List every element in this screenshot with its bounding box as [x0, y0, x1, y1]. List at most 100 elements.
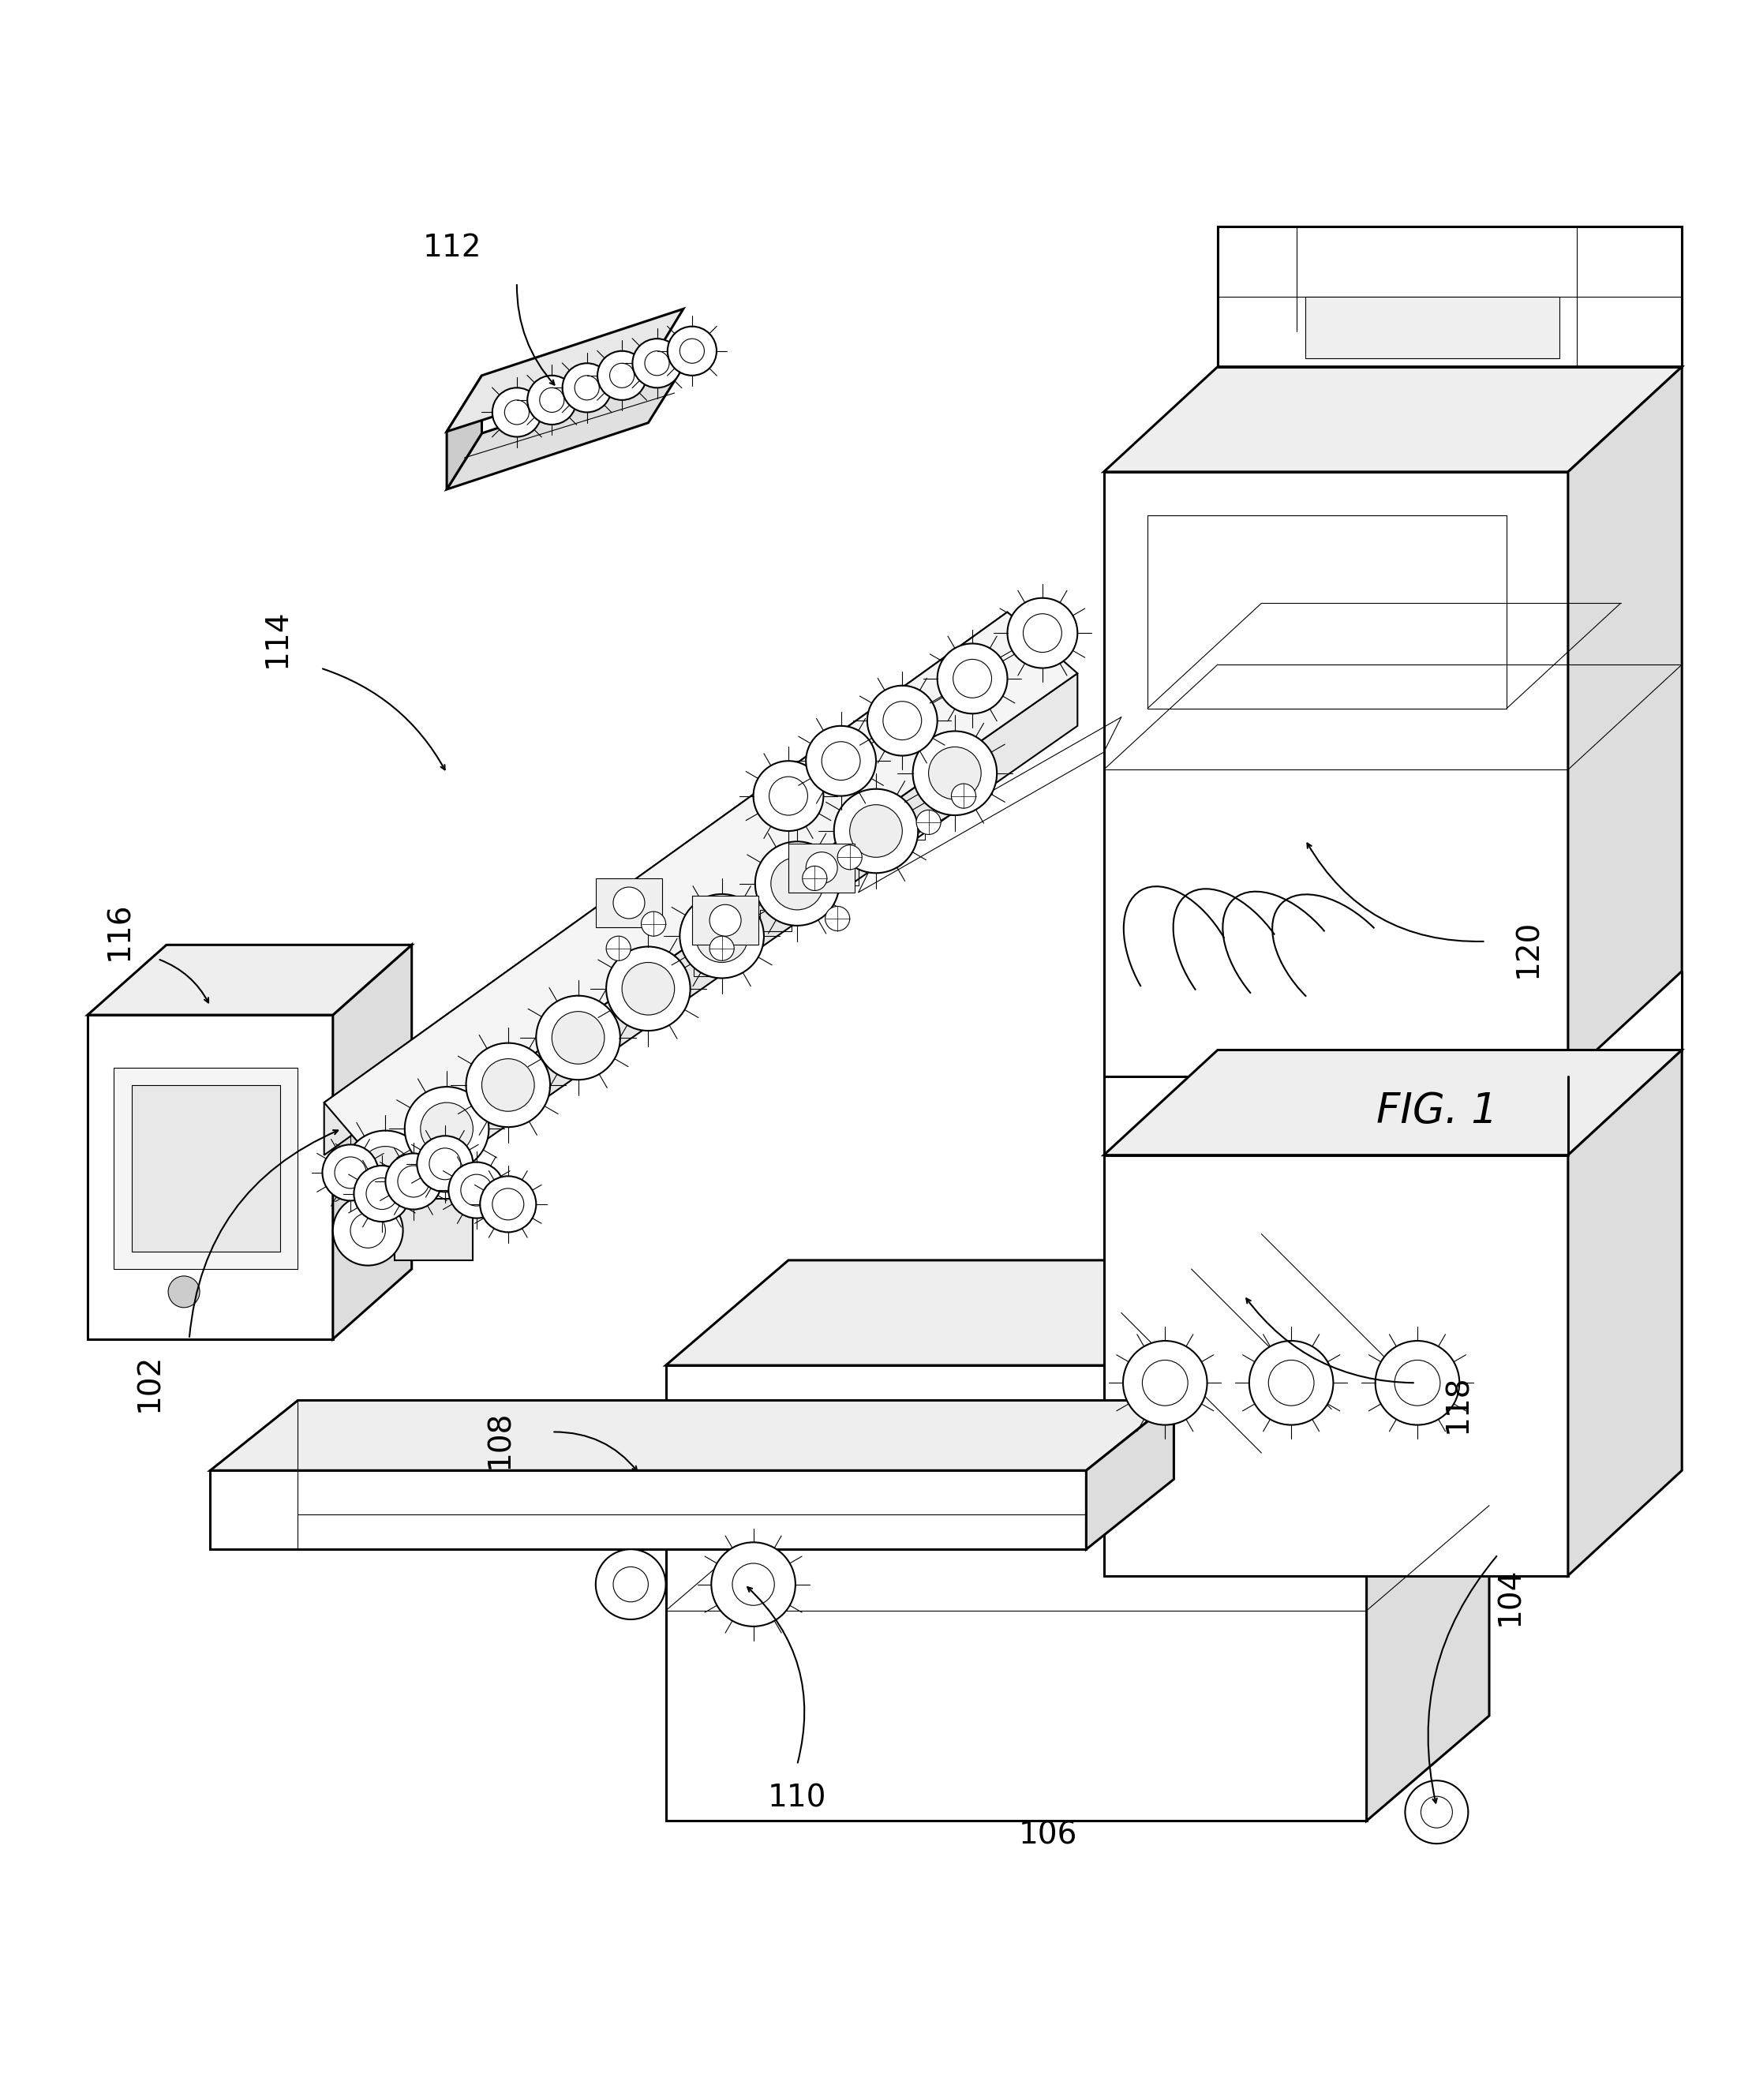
Polygon shape [88, 1014, 333, 1340]
Polygon shape [1104, 473, 1568, 1077]
Circle shape [696, 909, 748, 962]
Circle shape [806, 853, 837, 884]
Circle shape [1249, 1340, 1333, 1426]
Circle shape [622, 962, 675, 1014]
Polygon shape [333, 945, 412, 1340]
Polygon shape [377, 674, 1077, 1216]
Circle shape [755, 842, 839, 926]
Bar [960, 773, 992, 794]
Circle shape [333, 1195, 403, 1266]
Bar [427, 1138, 459, 1159]
Circle shape [710, 905, 741, 937]
Circle shape [837, 844, 862, 869]
Circle shape [710, 937, 734, 960]
Text: 110: 110 [767, 1783, 827, 1812]
Circle shape [466, 1044, 550, 1128]
Polygon shape [324, 611, 1077, 1163]
Circle shape [834, 790, 918, 874]
Bar [131, 1086, 280, 1252]
Circle shape [668, 326, 717, 376]
Polygon shape [447, 309, 683, 433]
Polygon shape [1104, 368, 1682, 473]
Bar [788, 844, 855, 892]
Text: 120: 120 [1512, 920, 1544, 979]
Polygon shape [88, 945, 412, 1014]
Polygon shape [447, 376, 482, 489]
Circle shape [168, 1277, 200, 1308]
Circle shape [343, 1130, 427, 1214]
Polygon shape [1104, 1155, 1568, 1575]
Circle shape [711, 1541, 795, 1625]
Polygon shape [324, 611, 1007, 1155]
Bar [627, 1002, 659, 1023]
Circle shape [825, 907, 850, 930]
Circle shape [480, 1176, 536, 1233]
Circle shape [632, 338, 682, 388]
Text: 118: 118 [1442, 1376, 1473, 1434]
Polygon shape [1568, 1050, 1682, 1575]
Circle shape [606, 947, 690, 1031]
Bar [1305, 296, 1559, 357]
Circle shape [1007, 598, 1077, 668]
Circle shape [641, 911, 666, 937]
Polygon shape [1104, 1050, 1682, 1155]
Text: FIG. 1: FIG. 1 [1375, 1090, 1498, 1132]
Circle shape [753, 760, 823, 832]
Bar [760, 909, 792, 930]
Text: 112: 112 [422, 233, 482, 262]
Circle shape [937, 643, 1007, 714]
Polygon shape [666, 1260, 1489, 1365]
Circle shape [482, 1058, 534, 1111]
Text: 114: 114 [261, 609, 293, 668]
Bar [561, 1046, 592, 1067]
Text: 116: 116 [103, 901, 135, 960]
Text: 106: 106 [1018, 1821, 1077, 1850]
Circle shape [1375, 1340, 1459, 1426]
Bar [1148, 517, 1507, 708]
Bar [827, 865, 858, 886]
Bar [494, 1092, 526, 1113]
Polygon shape [1367, 1260, 1489, 1821]
Circle shape [527, 376, 576, 424]
Circle shape [385, 1153, 442, 1210]
Text: 102: 102 [133, 1354, 165, 1411]
Bar [596, 878, 662, 928]
Circle shape [417, 1136, 473, 1193]
Circle shape [613, 886, 645, 918]
Circle shape [951, 783, 976, 809]
Circle shape [552, 1012, 604, 1065]
Circle shape [359, 1147, 412, 1199]
Circle shape [492, 388, 541, 437]
Polygon shape [210, 1470, 1086, 1550]
Circle shape [322, 1145, 378, 1201]
Circle shape [850, 804, 902, 857]
Circle shape [354, 1166, 410, 1222]
Circle shape [1123, 1340, 1207, 1426]
Polygon shape [394, 1199, 473, 1260]
Bar [694, 956, 725, 977]
Circle shape [916, 811, 941, 834]
Circle shape [802, 865, 827, 890]
Circle shape [1405, 1781, 1468, 1844]
Circle shape [867, 685, 937, 756]
Circle shape [596, 1550, 666, 1619]
Polygon shape [666, 1365, 1367, 1821]
Circle shape [929, 748, 981, 800]
Polygon shape [447, 368, 683, 489]
Bar [894, 819, 925, 840]
Circle shape [913, 731, 997, 815]
Circle shape [420, 1103, 473, 1155]
Circle shape [680, 895, 764, 979]
Polygon shape [1086, 1401, 1174, 1550]
Text: 104: 104 [1494, 1567, 1526, 1625]
Bar [692, 897, 759, 945]
Bar [114, 1067, 298, 1268]
Circle shape [405, 1088, 489, 1172]
Circle shape [606, 937, 631, 960]
Circle shape [597, 351, 646, 399]
Circle shape [771, 857, 823, 909]
Circle shape [562, 363, 611, 412]
Circle shape [806, 727, 876, 796]
Bar [361, 1182, 392, 1203]
Circle shape [536, 995, 620, 1079]
